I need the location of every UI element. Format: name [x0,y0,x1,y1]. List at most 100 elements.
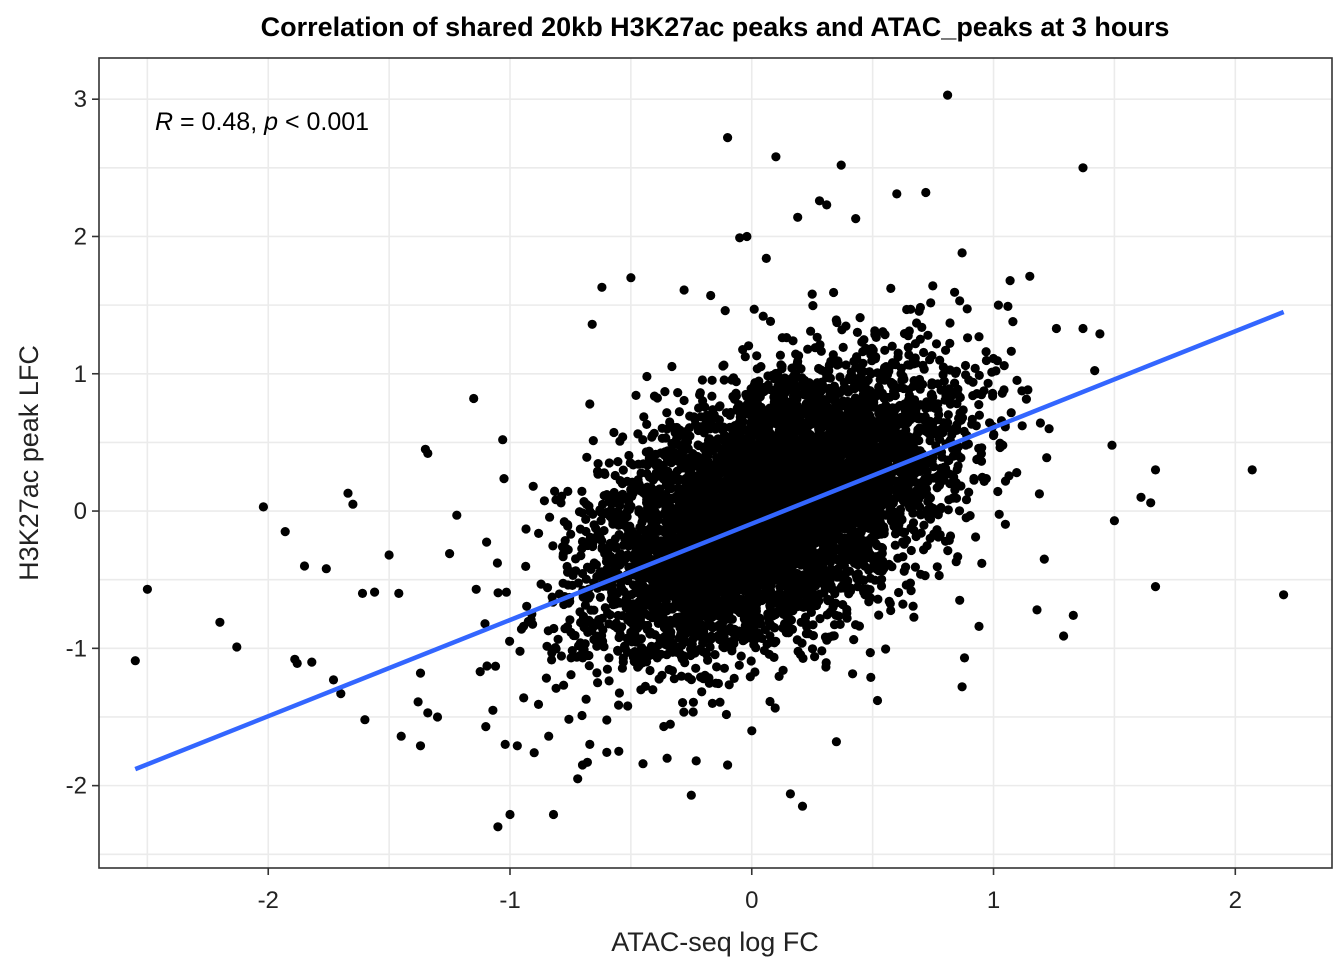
data-point [979,476,989,486]
data-point [676,671,687,681]
data-point [915,302,926,313]
data-point [810,652,820,662]
data-point [623,701,633,711]
data-point [899,374,909,384]
data-point [657,670,667,680]
data-point [824,366,834,376]
data-point [725,637,735,647]
data-point [559,680,569,690]
data-point [963,439,974,449]
data-point [909,413,920,423]
data-point [959,426,969,436]
data-point [935,355,945,365]
data-point [831,315,841,325]
data-point [660,387,670,397]
data-point [712,662,722,672]
data-point [736,651,746,661]
data-point [977,558,987,569]
data-point [902,535,912,545]
data-point [631,390,641,400]
data-point [729,673,739,684]
data-point [534,528,544,539]
data-point [760,625,771,635]
data-point [812,332,822,342]
data-point [1000,476,1011,486]
data-point [624,450,634,461]
data-points [130,90,1289,832]
data-point [547,592,557,602]
data-point [516,624,527,634]
data-point [571,566,581,576]
data-point [934,570,944,581]
data-point [744,555,754,565]
data-point [617,663,628,673]
data-point [780,373,790,383]
data-point [928,281,938,291]
data-point [993,486,1003,497]
data-point [887,341,897,351]
data-point [577,710,587,721]
data-point [971,421,981,431]
data-point [696,672,706,682]
data-point [617,479,628,489]
data-point [961,513,971,523]
data-point [691,663,701,673]
data-point [707,698,718,709]
data-point [822,373,832,383]
data-point [677,484,688,494]
data-point [960,360,971,371]
data-point [808,631,819,641]
data-point [657,423,667,433]
data-point [1006,408,1016,418]
data-point [881,644,891,654]
data-point [602,715,612,725]
data-point [593,459,603,469]
data-point [838,342,848,352]
data-point [886,605,896,616]
data-point [553,634,563,644]
data-point [688,634,698,644]
data-point [501,587,511,597]
data-point [620,641,630,651]
data-point [492,558,502,568]
data-point [940,395,950,405]
data-point [953,552,963,562]
data-point [1034,489,1044,499]
data-point [873,594,883,604]
data-point [714,402,724,412]
data-point [950,287,960,297]
data-point [941,345,951,355]
data-point [981,355,992,366]
data-point [940,536,951,546]
data-point [927,457,937,467]
data-point [604,676,614,686]
data-point [613,457,623,467]
data-point [609,427,619,438]
data-point [923,330,933,340]
data-point [919,520,929,530]
data-point [611,493,621,503]
data-point [906,545,916,556]
data-point [696,632,706,642]
data-point [974,370,984,380]
data-point [681,637,691,647]
data-point [575,524,586,534]
data-point [589,605,599,615]
data-point [927,380,937,390]
data-point [911,406,921,416]
data-point [584,650,594,661]
data-point [797,638,807,648]
data-point [1012,375,1022,385]
data-point [894,587,904,598]
data-point [983,378,993,388]
data-point [592,668,602,678]
data-point [988,391,998,401]
data-point [598,625,608,635]
data-point [911,531,921,542]
data-point [613,610,623,621]
data-point [725,623,735,633]
data-point [963,333,973,343]
data-point [1035,418,1045,428]
data-point [798,653,808,664]
